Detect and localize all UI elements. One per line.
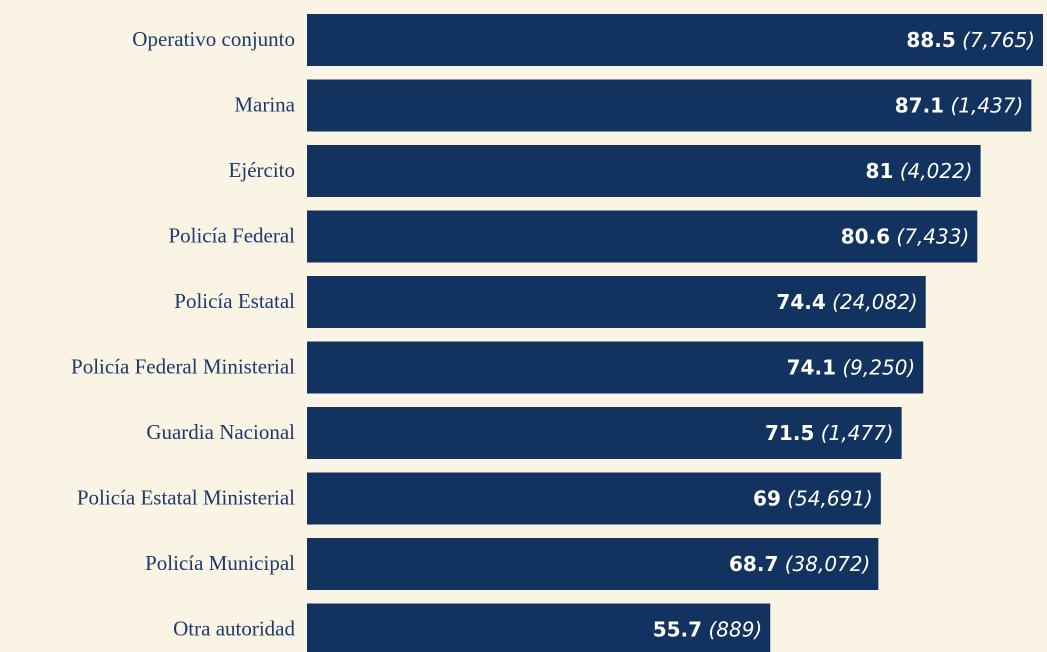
count-label: (7,433): [896, 224, 969, 248]
value-label: 69 (54,691): [753, 486, 873, 510]
category-label: Otra autoridad: [173, 616, 295, 640]
count-label: (4,022): [900, 159, 973, 183]
value: 87.1: [895, 93, 944, 117]
category-label: Policía Estatal Ministerial: [77, 485, 295, 509]
bar: [307, 276, 926, 328]
category-label: Policía Municipal: [145, 551, 295, 575]
value-label: 68.7 (38,072): [729, 552, 870, 576]
count-label: (7,765): [962, 28, 1035, 52]
value: 69: [753, 486, 781, 510]
count-label: (54,691): [787, 486, 873, 510]
value: 88.5: [906, 28, 955, 52]
bar: [307, 145, 981, 197]
count-label: (889): [708, 617, 762, 641]
value-label: 81 (4,022): [866, 159, 973, 183]
category-label: Guardia Nacional: [146, 420, 295, 444]
value-label: 74.4 (24,082): [776, 290, 917, 314]
category-label: Ejército: [229, 158, 295, 182]
value: 74.4: [776, 290, 825, 314]
value-label: 80.6 (7,433): [841, 224, 970, 248]
value: 74.1: [787, 355, 836, 379]
value: 71.5: [765, 421, 814, 445]
count-label: (24,082): [832, 290, 918, 314]
bar: [307, 538, 879, 590]
bar: [307, 210, 978, 263]
bar: [307, 407, 902, 459]
value-label: 87.1 (1,437): [895, 93, 1024, 117]
bar: [307, 14, 1043, 66]
category-label: Policía Federal Ministerial: [71, 354, 295, 378]
value-label: 71.5 (1,477): [765, 421, 894, 445]
value: 80.6: [841, 224, 890, 248]
bar: [307, 341, 924, 394]
value-label: 74.1 (9,250): [787, 355, 916, 379]
value: 81: [866, 159, 894, 183]
value-label: 55.7 (889): [653, 617, 763, 641]
count-label: (9,250): [842, 355, 915, 379]
value: 55.7: [653, 617, 702, 641]
category-label: Policía Federal: [168, 223, 295, 247]
bar: [307, 603, 771, 652]
category-label: Policía Estatal: [174, 289, 295, 313]
value: 68.7: [729, 552, 778, 576]
category-label: Operativo conjunto: [132, 27, 295, 51]
bar: [307, 79, 1032, 132]
bar: [307, 472, 881, 525]
value-label: 88.5 (7,765): [906, 28, 1035, 52]
count-label: (1,437): [950, 93, 1023, 117]
count-label: (1,477): [821, 421, 894, 445]
category-label: Marina: [234, 92, 295, 116]
count-label: (38,072): [785, 552, 871, 576]
